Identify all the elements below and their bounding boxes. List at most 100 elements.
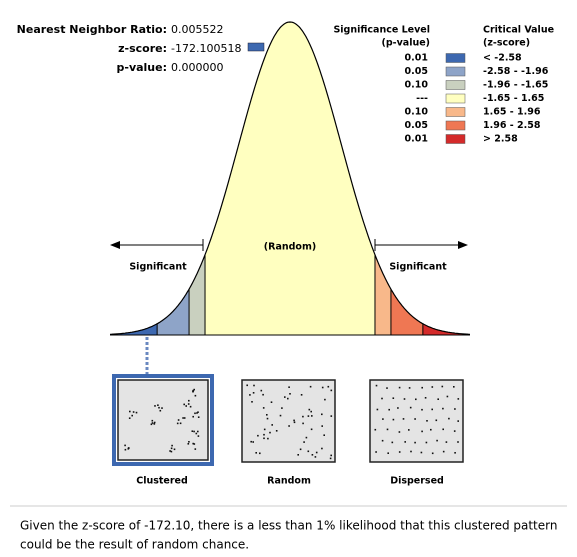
dot: [382, 418, 384, 420]
dot: [308, 408, 311, 411]
dot: [249, 394, 251, 396]
legend: 0.01 < -2.58 0.05 -2.58 - -1.96 0.10 -1.96 - …: [405, 53, 549, 145]
dot: [129, 410, 131, 413]
pattern-box: [241, 379, 336, 463]
dot: [302, 422, 304, 425]
dot: [436, 439, 438, 442]
dot: [315, 451, 318, 454]
curve-region: [110, 323, 158, 335]
dot: [375, 384, 378, 387]
dot: [408, 429, 410, 431]
dot: [374, 428, 377, 431]
legend-p: ---: [416, 93, 428, 104]
legend-swatch: [445, 134, 466, 144]
dot: [330, 415, 333, 417]
stat-label: Nearest Neighbor Ratio:: [17, 23, 167, 36]
dot: [387, 452, 389, 454]
dot: [453, 430, 456, 432]
dot: [414, 441, 416, 444]
dot: [381, 397, 383, 400]
curve-label: Significant: [389, 262, 447, 273]
dot: [305, 436, 308, 439]
dot: [194, 448, 197, 450]
dot: [266, 414, 268, 416]
pattern-label: Random: [267, 476, 311, 487]
dot: [127, 448, 130, 450]
dot: [303, 441, 305, 443]
dot: [375, 451, 377, 453]
dot: [192, 442, 194, 445]
dot: [448, 417, 450, 420]
dot: [431, 408, 433, 411]
dot: [262, 393, 264, 396]
dot: [153, 421, 156, 424]
dot: [196, 412, 198, 414]
curve-region: [374, 254, 391, 335]
dot: [271, 424, 273, 426]
dot: [441, 385, 444, 388]
dot: [191, 430, 194, 432]
dot: [269, 431, 271, 434]
dot: [421, 430, 423, 433]
dot: [250, 440, 252, 443]
dot: [173, 448, 176, 451]
dot: [426, 420, 428, 422]
dot: [437, 398, 439, 400]
dot: [402, 418, 405, 420]
dot: [171, 444, 173, 447]
arrow-head: [458, 241, 468, 249]
dot: [289, 393, 291, 395]
dot: [179, 422, 182, 425]
legend-z: 1.65 - 1.96: [483, 107, 541, 118]
dot: [457, 398, 460, 400]
patterns: [117, 379, 464, 463]
legend-z: -2.58 - -1.96: [483, 66, 549, 77]
dot: [430, 428, 432, 431]
pattern-label: Dispersed: [390, 476, 444, 487]
dot: [197, 411, 199, 413]
dot: [310, 410, 312, 413]
dot: [194, 394, 197, 397]
dot: [408, 387, 411, 389]
dot: [169, 450, 171, 452]
legend-p: 0.01: [405, 53, 428, 64]
dot: [193, 430, 195, 433]
dot: [321, 413, 323, 416]
legend-header: (z-score): [483, 38, 530, 49]
dot: [177, 419, 180, 421]
dot: [246, 384, 248, 387]
pattern-box: [369, 379, 464, 463]
dot: [259, 452, 261, 455]
dot: [392, 418, 395, 421]
dot: [457, 441, 459, 443]
dot: [321, 386, 324, 389]
dot: [307, 450, 310, 453]
dot: [287, 397, 289, 400]
dot: [284, 396, 286, 398]
dot: [453, 386, 455, 388]
stat-value: 0.005522: [171, 23, 224, 36]
dot: [124, 448, 127, 451]
legend-p: 0.05: [405, 120, 428, 131]
dot: [257, 434, 259, 437]
dot: [415, 398, 417, 401]
dot: [302, 415, 304, 418]
pattern-label: Clustered: [136, 476, 188, 487]
dot: [192, 390, 194, 393]
legend-swatch: [445, 107, 466, 117]
pattern-box: [117, 379, 209, 461]
dot: [414, 418, 416, 420]
legend-z: > 2.58: [483, 134, 518, 145]
legend-swatch: [445, 53, 466, 63]
dot: [263, 433, 265, 436]
dot: [158, 406, 160, 409]
dot: [293, 419, 295, 422]
dot: [299, 448, 302, 451]
dot: [454, 408, 456, 410]
stat-value: -172.100518: [171, 42, 241, 55]
dot: [386, 428, 389, 431]
dot: [157, 404, 159, 406]
dot: [161, 407, 163, 409]
caption: could be the result of random chance.: [20, 538, 249, 552]
